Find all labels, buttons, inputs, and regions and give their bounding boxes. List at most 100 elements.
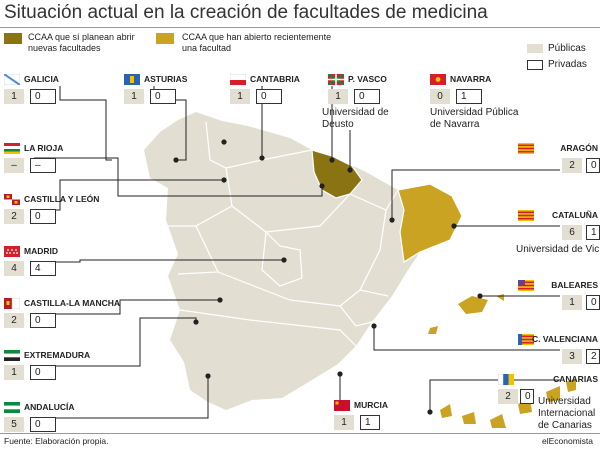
legend-planned-swatch [4,33,22,44]
clm-public: 2 [4,313,24,328]
island-mallorca [458,296,488,314]
dot-madrid [281,257,287,263]
leader-cvalenciana [373,326,560,351]
island-ibiza [428,326,438,334]
source-note: Fuente: Elaboración propia. [4,436,109,446]
murcia-public: 1 [334,415,354,430]
legend-public-label: Públicas [548,43,586,54]
brand-label: elEconomista [542,436,594,446]
cantabria-private: 0 [256,89,282,104]
larioja-public: – [4,158,24,173]
cyl-public: 2 [4,209,24,224]
andalucia-private: 0 [30,417,56,432]
cantabria-public: 1 [230,89,250,104]
asturias-private: 0 [150,89,176,104]
cvalenciana-private: 2 [586,349,600,364]
cataluna-public: 6 [562,225,582,240]
dot-clm [217,297,223,303]
aragon-flag-icon [518,143,534,154]
footer-rule [0,433,600,434]
cvalenciana-public: 3 [562,349,582,364]
dot-murcia [337,371,343,377]
region-borders [168,121,399,347]
leader-galicia [59,86,112,161]
clm-private: 0 [30,313,56,328]
region-cataluna [397,183,463,264]
dot-navarra [347,167,353,173]
baleares-private: 0 [586,295,600,310]
extremadura-public: 1 [4,365,24,380]
baleares-name: BALEARES [551,280,598,290]
galicia-flag-icon [4,74,20,85]
pvasco-university: Universidad de Deusto [322,107,389,130]
city-dots [173,139,483,415]
andalucia-flag-icon [4,402,20,413]
cvalenciana-name: C. VALENCIANA [532,334,598,344]
canarias-public: 2 [498,389,518,404]
pvasco-flag-icon [328,74,344,85]
dot-cvalenciana [371,323,377,329]
cyl-flag-icon [4,194,20,205]
dot-asturias [221,139,227,145]
madrid-public: 4 [4,261,24,276]
navarra-flag-icon [430,74,446,85]
cyl-name: CASTILLA Y LEÓN [24,194,100,204]
navarra-private: 1 [456,89,482,104]
island-menorca [496,294,504,301]
murcia-name: MURCIA [354,400,388,410]
leader-aragon [391,169,560,220]
cyl-private: 0 [30,209,56,224]
navarra-name: NAVARRA [450,74,492,84]
asturias-public: 1 [124,89,144,104]
pvasco-name: P. VASCO [348,74,387,84]
navarra-public: 0 [430,89,450,104]
legend-planned-label: CCAA que sí planean abrir nuevas faculta… [28,32,135,53]
baleares-public: 1 [562,295,582,310]
murcia-private: 1 [360,415,380,430]
andalucia-name: ANDALUCÍA [24,402,75,412]
clm-flag-icon [4,298,20,309]
dot-cataluna [451,223,457,229]
dot-extremadura [193,319,199,325]
dot-aragon [389,217,395,223]
navarra-university: Universidad Pública de Navarra [430,107,519,130]
canarias-flag-icon [498,374,514,385]
legend-opened-swatch [156,33,174,44]
map-land [144,112,576,428]
island-canaria-5 [546,386,560,402]
pvasco-public: 1 [328,89,348,104]
island-canaria-3 [490,414,506,428]
dot-andalucia [205,373,211,379]
legend-opened-label: CCAA que han abierto recientemente una f… [182,32,332,53]
extremadura-name: EXTREMADURA [24,350,91,360]
larioja-name: LA RIOJA [24,143,64,153]
legend-private-label: Privadas [548,59,587,70]
galicia-name: GALICIA [24,74,59,84]
chart-title: Situación actual en la creación de facul… [4,2,488,23]
aragon-public: 2 [562,158,582,173]
leader-larioja [34,157,323,197]
madrid-private: 4 [30,261,56,276]
murcia-flag-icon [334,400,350,411]
aragon-private: 0 [586,158,600,173]
madrid-flag-icon [4,246,20,257]
dot-larioja [319,183,325,189]
leader-clm [34,299,220,315]
dot-canarias [427,409,433,415]
cataluna-private: 1 [586,225,600,240]
dot-baleares [477,293,483,299]
island-canaria-2 [462,412,476,424]
asturias-name: ASTURIAS [144,74,188,84]
larioja-flag-icon [4,143,20,154]
dot-pvasco [329,157,335,163]
cataluna-flag-icon [518,210,534,221]
dot-cantabria [259,155,265,161]
legend-private-swatch [527,60,543,70]
galicia-private: 0 [30,89,56,104]
baleares-flag-icon [518,280,534,291]
pvasco-private: 0 [354,89,380,104]
extremadura-private: 0 [30,365,56,380]
leader-madrid [34,259,284,263]
extremadura-flag-icon [4,350,20,361]
